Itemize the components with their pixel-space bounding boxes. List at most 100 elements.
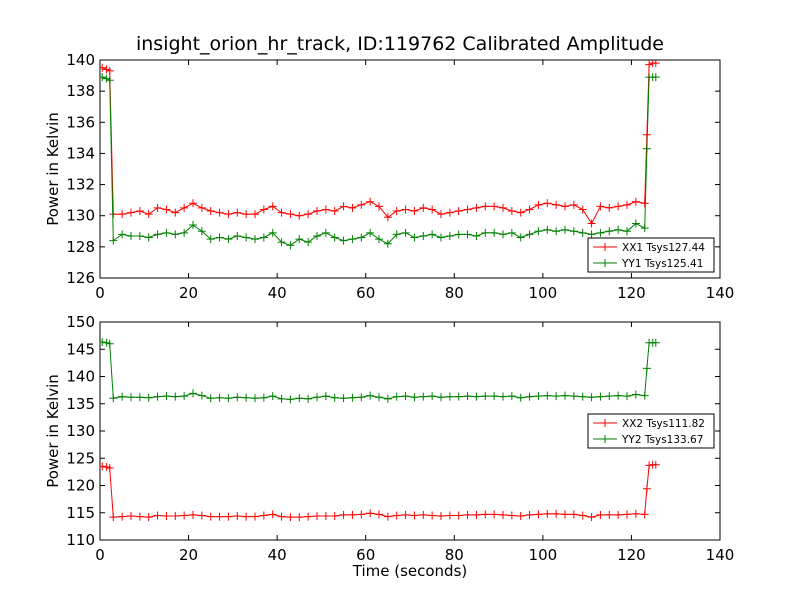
data-point — [561, 391, 569, 400]
data-point — [481, 392, 490, 401]
data-point — [552, 392, 561, 401]
data-point — [180, 203, 189, 212]
data-point — [392, 207, 401, 216]
data-point — [105, 76, 114, 85]
data-point — [153, 511, 162, 520]
y-tick-label: 135 — [66, 395, 95, 413]
data-point — [100, 73, 107, 82]
data-point — [127, 393, 135, 402]
data-point — [330, 207, 339, 216]
top-panel: 0 20 40 60 80 100 120 140 126 128 130 132 134 136 138 1… — [66, 51, 734, 302]
data-point — [445, 208, 454, 217]
data-point — [587, 513, 596, 522]
x-tick-label: 60 — [356, 284, 375, 302]
data-point — [144, 210, 153, 219]
data-point — [339, 510, 348, 519]
data-point — [472, 203, 481, 212]
data-point — [233, 512, 242, 521]
data-point — [525, 205, 534, 214]
data-point — [640, 510, 649, 519]
data-point — [348, 510, 357, 519]
data-point — [277, 208, 286, 217]
data-point — [366, 509, 375, 518]
data-point — [507, 392, 516, 401]
data-point — [100, 338, 107, 347]
data-point — [481, 202, 490, 211]
data-point — [525, 392, 534, 401]
data-point — [569, 227, 578, 236]
y-tick-label: 138 — [66, 82, 95, 100]
data-point — [428, 392, 437, 401]
y-tick-label: 140 — [66, 368, 95, 386]
data-point — [552, 227, 561, 236]
data-point — [105, 339, 114, 348]
data-point — [463, 392, 472, 401]
data-point — [180, 511, 189, 520]
data-point — [645, 60, 654, 69]
data-point — [490, 202, 499, 211]
data-point — [651, 73, 660, 82]
data-point — [490, 510, 499, 519]
data-point — [454, 511, 463, 520]
data-point — [357, 233, 366, 242]
data-point — [419, 392, 428, 401]
data-point — [642, 144, 651, 153]
data-point — [357, 200, 366, 209]
data-point — [286, 513, 295, 522]
data-point — [366, 197, 375, 206]
data-point — [135, 393, 144, 402]
data-point — [295, 211, 304, 220]
legend-box — [587, 413, 715, 449]
data-point — [499, 510, 507, 519]
data-point — [313, 512, 321, 521]
x-tick-label: 0 — [95, 284, 105, 302]
data-point — [313, 393, 321, 402]
data-point — [242, 233, 251, 242]
data-point — [472, 231, 481, 240]
data-point — [127, 231, 135, 240]
data-point — [100, 63, 107, 72]
data-point — [206, 235, 215, 244]
data-point — [445, 511, 454, 520]
data-point — [375, 393, 383, 402]
x-tick-label: 40 — [268, 546, 287, 564]
data-point — [569, 392, 578, 401]
data-point — [215, 208, 224, 217]
data-point — [472, 510, 481, 519]
x-tick-label: 20 — [179, 284, 198, 302]
data-point — [171, 230, 180, 239]
data-point — [304, 210, 313, 219]
data-point — [454, 230, 463, 239]
data-point — [206, 394, 215, 403]
data-point — [640, 391, 649, 400]
x-tick-label: 40 — [268, 284, 287, 302]
series-line — [102, 62, 656, 225]
y-tick-label: 132 — [66, 176, 95, 194]
data-point — [224, 394, 233, 403]
data-point — [215, 393, 224, 402]
y-tick-label: 140 — [66, 51, 95, 69]
data-point — [100, 462, 107, 471]
legend-label: XX1 Tsys127.44 — [622, 242, 705, 254]
data-point — [499, 392, 507, 401]
data-point — [105, 464, 114, 473]
data-point — [118, 210, 127, 219]
data-point — [109, 394, 118, 403]
data-point — [383, 213, 392, 222]
data-point — [357, 393, 366, 402]
data-point — [348, 235, 357, 244]
data-point — [321, 392, 330, 401]
y-tick-label: 136 — [66, 113, 95, 131]
data-point — [197, 227, 206, 236]
data-point — [534, 200, 543, 209]
data-point — [507, 207, 516, 216]
data-point — [463, 230, 472, 239]
data-point — [507, 511, 516, 520]
data-point — [463, 510, 472, 519]
legend-label: YY1 Tsys125.41 — [621, 258, 703, 270]
data-point — [224, 210, 233, 219]
data-point — [321, 512, 330, 521]
data-point — [162, 228, 171, 237]
data-point — [437, 512, 445, 521]
data-point — [587, 230, 596, 239]
